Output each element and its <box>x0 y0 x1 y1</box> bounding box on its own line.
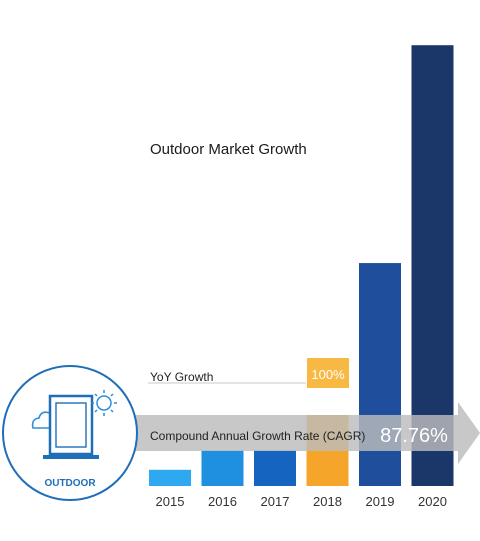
yoy-growth-value: 100% <box>311 367 345 382</box>
x-tick-label-2018: 2018 <box>313 494 342 509</box>
cagr-label: Compound Annual Growth Rate (CAGR) <box>150 429 365 443</box>
bar-2020 <box>411 45 454 486</box>
bar-2019 <box>359 263 401 486</box>
x-tick-label-2017: 2017 <box>261 494 290 509</box>
x-tick-label-2020: 2020 <box>418 494 447 509</box>
sun-icon <box>91 390 117 416</box>
outdoor-badge: OUTDOOR <box>2 365 138 501</box>
x-axis-ticks: 2015 2016 2017 2018 2019 2020 <box>156 494 447 509</box>
chart-title: Outdoor Market Growth <box>150 141 307 158</box>
bar-2015 <box>149 469 191 486</box>
x-tick-label-2016: 2016 <box>208 494 237 509</box>
x-tick-label-2015: 2015 <box>156 494 185 509</box>
badge-label: OUTDOOR <box>44 478 96 489</box>
yoy-value-highlight <box>307 358 349 388</box>
bar-2017 <box>254 450 296 486</box>
display-icon <box>43 394 99 459</box>
cagr-value: 87.76% <box>380 425 448 447</box>
yoy-growth-label: YoY Growth <box>150 370 213 384</box>
bar-2016 <box>201 450 244 486</box>
cagr-arrow <box>128 402 480 464</box>
x-tick-label-2019: 2019 <box>366 494 395 509</box>
